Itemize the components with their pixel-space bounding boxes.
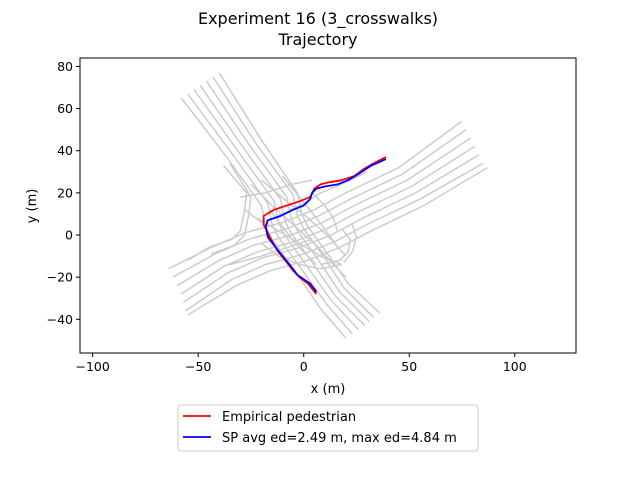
- x-axis: −100 −50 0 50 100: [75, 353, 527, 374]
- background-path-11: [182, 154, 480, 304]
- chart-title: Experiment 16 (3_crosswalks): [198, 9, 438, 29]
- y-tick-label: 60: [57, 101, 73, 116]
- x-tick-label: −100: [75, 359, 109, 374]
- background-path-13: [187, 166, 488, 316]
- background-path-20: [320, 228, 351, 266]
- y-tick-label: −40: [47, 312, 73, 327]
- background-path-3: [199, 84, 366, 327]
- background-path-15: [210, 163, 252, 255]
- x-tick-label: 100: [503, 359, 527, 374]
- background-path-18: [250, 183, 347, 278]
- y-axis: −40 −20 0 20 40 60 80: [47, 59, 80, 327]
- legend: Empirical pedestrian SP avg ed=2.49 m, m…: [177, 404, 479, 452]
- background-path-12: [185, 162, 484, 312]
- x-tick-label: 0: [300, 359, 308, 374]
- y-tick-label: 40: [57, 143, 73, 158]
- background-path-1: [212, 76, 374, 318]
- x-axis-label: x (m): [311, 382, 346, 397]
- y-tick-label: −20: [47, 270, 73, 285]
- background-paths: [168, 72, 488, 339]
- background-path-0: [218, 72, 381, 314]
- background-path-27: [229, 238, 313, 266]
- legend-box: [177, 404, 479, 452]
- background-path-21: [343, 224, 358, 263]
- y-tick-label: 80: [57, 59, 73, 74]
- trajectory-series: [262, 156, 387, 295]
- background-path-25: [269, 209, 317, 266]
- y-tick-label: 20: [57, 185, 73, 200]
- background-path-26: [240, 179, 313, 198]
- legend-label-empirical: Empirical pedestrian: [222, 410, 356, 425]
- legend-label-sp: SP avg ed=2.49 m, max ed=4.84 m: [222, 431, 457, 446]
- background-path-5: [186, 93, 353, 335]
- plot-frame: [79, 57, 577, 354]
- y-axis-label: y (m): [25, 189, 40, 224]
- background-path-4: [193, 89, 360, 331]
- background-path-9: [176, 137, 471, 287]
- background-path-22: [282, 175, 339, 249]
- background-path-8: [172, 128, 467, 278]
- series-line-sp: [264, 158, 387, 293]
- background-path-10: [180, 145, 476, 295]
- x-tick-label: 50: [401, 359, 417, 374]
- y-tick-label: 0: [65, 228, 73, 243]
- x-tick-label: −50: [185, 359, 211, 374]
- background-path-2: [205, 80, 370, 322]
- background-path-14: [187, 165, 248, 261]
- chart-subtitle: Trajectory: [278, 30, 358, 49]
- background-path-23: [311, 192, 339, 232]
